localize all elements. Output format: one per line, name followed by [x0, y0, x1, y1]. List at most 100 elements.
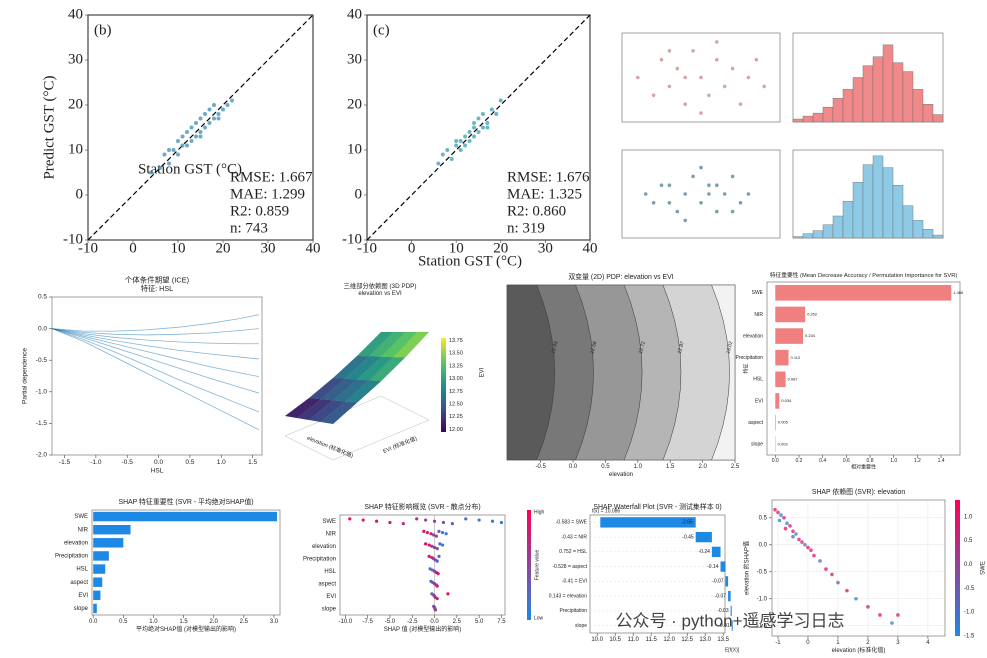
bar — [600, 517, 696, 528]
bar — [93, 564, 106, 574]
bar — [731, 620, 733, 631]
y-tick-label: slope — [322, 606, 337, 612]
x-tick-label: 0.5 — [119, 619, 128, 625]
contour-line — [575, 285, 594, 460]
point — [203, 125, 207, 130]
ice-line — [51, 328, 259, 394]
x-tick-label: 0.2 — [795, 458, 802, 464]
contour-label: 12.43 — [550, 341, 559, 355]
hist-bar — [882, 44, 894, 123]
colorbar-tick-label: 12.75 — [449, 389, 463, 395]
point — [722, 84, 727, 89]
panel-label: (c) — [373, 22, 390, 38]
x-tick-label: -1.5 — [59, 459, 71, 466]
value-label: -0.45 — [682, 534, 694, 540]
x-tick-label: -1 — [775, 640, 781, 646]
point — [458, 148, 463, 152]
point — [180, 143, 185, 148]
y-tick-label: 0 — [355, 186, 363, 202]
stat-text: R2: 0.860 — [507, 203, 566, 219]
y-tick-label: SWE — [74, 514, 88, 520]
chart-title: SHAP 特征重要性 (SVR - 平均绝对SHAP值) — [118, 497, 253, 506]
point — [167, 148, 171, 152]
point — [683, 75, 687, 80]
x-axis-label: elevation (标准化值) — [306, 434, 355, 460]
y-tick-label: HSL — [753, 377, 763, 383]
point — [683, 102, 687, 106]
y-tick-label: 10 — [68, 141, 83, 157]
y-tick-label: slope — [751, 442, 763, 448]
bar — [93, 603, 97, 614]
point — [667, 183, 672, 187]
shap-point — [444, 532, 448, 536]
point — [216, 116, 221, 121]
y-tick-label: Precipitation — [55, 554, 88, 560]
x-tick-label: 13.5 — [717, 637, 729, 643]
point — [691, 174, 695, 179]
y-tick-label: -0.5 — [757, 569, 768, 575]
point — [715, 57, 719, 62]
point — [467, 130, 472, 134]
point — [730, 209, 735, 214]
shap-point — [374, 519, 379, 523]
hist-bar — [872, 155, 884, 239]
x-tick-label: -5.0 — [385, 619, 396, 625]
x-tick-label: 1.2 — [914, 458, 921, 464]
y-tick-label: 0.0 — [38, 325, 47, 332]
point — [498, 98, 503, 103]
y-tick-label: NIR — [326, 531, 337, 537]
hist-bar — [802, 233, 814, 239]
x-tick-label: 40 — [306, 240, 321, 256]
y-tick-label: 0.752 = HSL — [559, 549, 587, 555]
contour-label: 12.72 — [638, 341, 647, 355]
bar — [93, 590, 101, 601]
value-label: -2.65 — [681, 520, 693, 526]
ice-line — [51, 328, 259, 360]
colorbar-tick-label: 12.25 — [449, 414, 463, 420]
x-tick-label: 11.5 — [646, 637, 658, 643]
x-tick-label: 2.5 — [453, 619, 462, 625]
shap-point — [425, 530, 430, 535]
hist-bar — [892, 62, 904, 123]
x-tick-label: 7.5 — [497, 619, 506, 625]
floor-edge — [332, 419, 430, 461]
x-tick-label: 3.0 — [270, 619, 279, 625]
bar — [775, 393, 780, 409]
contour-line — [623, 285, 643, 460]
point — [800, 540, 804, 544]
x-tick-label: 10 — [449, 240, 464, 256]
colorbar-tick-label: 1.0 — [964, 514, 973, 520]
x-tick-label: 0.6 — [843, 458, 850, 464]
value-label: 1.486 — [953, 290, 964, 295]
shap-point — [435, 547, 439, 551]
stat-text: n: 743 — [230, 220, 268, 236]
x-tick-label: 4 — [926, 640, 930, 646]
hist-bar — [832, 98, 844, 123]
ice-line — [51, 328, 259, 345]
y-tick-label: -2.0 — [36, 452, 48, 459]
point — [643, 192, 648, 196]
fx-label: f(x) = 10.086 — [592, 508, 620, 514]
shap-point — [429, 532, 433, 536]
point — [480, 125, 485, 130]
x-axis-label: HSL — [151, 467, 164, 474]
point — [667, 201, 672, 205]
y-tick-label: elevation — [64, 540, 88, 546]
hist-bar — [812, 230, 824, 239]
y-tick-label: -1.5 — [757, 623, 768, 629]
shap-point — [464, 517, 468, 521]
shap-point — [415, 517, 419, 521]
point — [699, 201, 703, 205]
shap-point — [361, 518, 365, 522]
shap-point — [435, 584, 439, 588]
bar — [93, 538, 124, 548]
hist-bar — [842, 89, 854, 123]
point — [738, 102, 743, 106]
hist-bar — [932, 234, 944, 239]
colorbar — [955, 500, 960, 636]
hist-bar — [832, 215, 844, 239]
shap-point — [432, 519, 437, 523]
y-tick-label: -0.41 = EVI — [562, 579, 587, 585]
colorbar-tick-label: 13.00 — [449, 376, 463, 382]
point — [480, 112, 485, 116]
